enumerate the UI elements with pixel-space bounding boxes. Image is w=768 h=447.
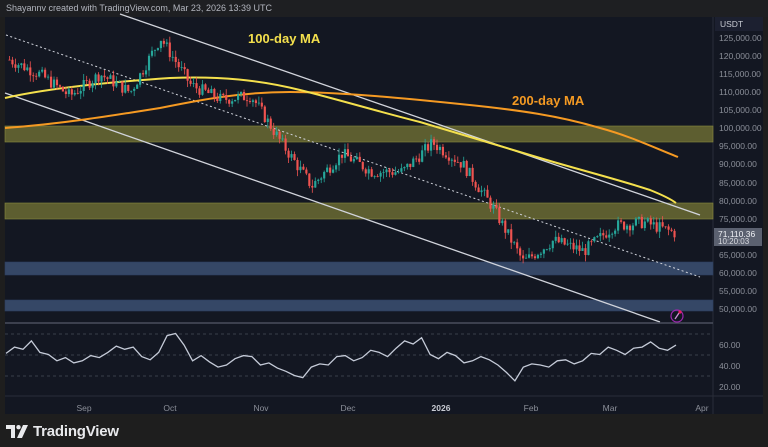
time-label-dec: Dec [340, 403, 356, 413]
price-tick: 80,000.00 [719, 195, 757, 206]
price-axis[interactable]: 125,000.00 120,000.00 115,000.00 110,000.00… [719, 0, 764, 330]
rsi-line[interactable] [5, 332, 677, 382]
ma100-label: 100-day MA [248, 31, 321, 46]
price-tick: 75,000.00 [719, 213, 757, 224]
current-price: 71,110.36 [718, 229, 756, 239]
demand-zone-lower [4, 299, 714, 312]
price-tick: 105,000.00 [719, 105, 762, 116]
price-tick: 50,000.00 [719, 304, 757, 315]
price-tick: 110,000.00 [719, 87, 761, 98]
supply-zone-upper [4, 125, 714, 143]
price-tick: 60,000.00 [719, 267, 757, 278]
channel-upper-line[interactable] [119, 13, 701, 216]
rsi-guides [5, 333, 713, 377]
price-tick: 65,000.00 [719, 249, 757, 260]
price-tick: 95,000.00 [719, 141, 757, 152]
time-label-sep: Sep [76, 403, 92, 413]
zones [4, 125, 714, 312]
price-tick: 90,000.00 [719, 159, 757, 170]
price-tick: 85,000.00 [719, 177, 757, 188]
supply-zone-lower [4, 202, 714, 220]
bar-countdown: 10:20:03 [718, 237, 750, 246]
rsi-tick-60: 60.00 [719, 340, 741, 350]
time-label-2026: 2026 [431, 403, 451, 413]
attribution-bar: Shayannv created with TradingView.com, M… [0, 0, 768, 17]
time-label-feb: Feb [523, 403, 539, 413]
time-label-mar: Mar [602, 403, 618, 413]
price-tick: 120,000.00 [719, 51, 762, 62]
price-tick: 125,000.00 [719, 33, 762, 43]
attribution-text: Shayannv created with TradingView.com, M… [6, 3, 272, 13]
footer: TradingView [0, 414, 768, 447]
candlesticks[interactable] [8, 36, 676, 264]
brand-name: TradingView [33, 423, 119, 440]
currency-label[interactable]: USDT [715, 17, 763, 31]
time-label-nov: Nov [253, 403, 269, 413]
ma200-label: 200-day MA [512, 93, 585, 108]
rsi-tick-20: 20.00 [719, 382, 741, 392]
price-tick: 55,000.00 [719, 285, 757, 296]
rsi-tick-40: 40.00 [719, 361, 741, 371]
price-tick: 100,000.00 [719, 123, 762, 134]
channel-lower-line[interactable] [4, 92, 661, 323]
tradingview-logo[interactable]: TradingView [6, 423, 119, 440]
tradingview-logo-icon [6, 425, 28, 438]
ma100-line[interactable] [4, 76, 677, 204]
ma200-line[interactable] [4, 90, 679, 158]
trendlines[interactable] [4, 13, 701, 323]
currency-text: USDT [720, 19, 744, 29]
time-label-apr: Apr [695, 403, 709, 413]
price-tick: 115,000.00 [719, 69, 761, 80]
replay-icon[interactable] [670, 309, 684, 323]
demand-zone-upper [4, 261, 714, 276]
time-label-oct: Oct [163, 403, 177, 413]
channel-mid-dotted-line[interactable] [5, 34, 701, 278]
current-price-tag: 71,110.36 10:20:03 [714, 228, 762, 246]
